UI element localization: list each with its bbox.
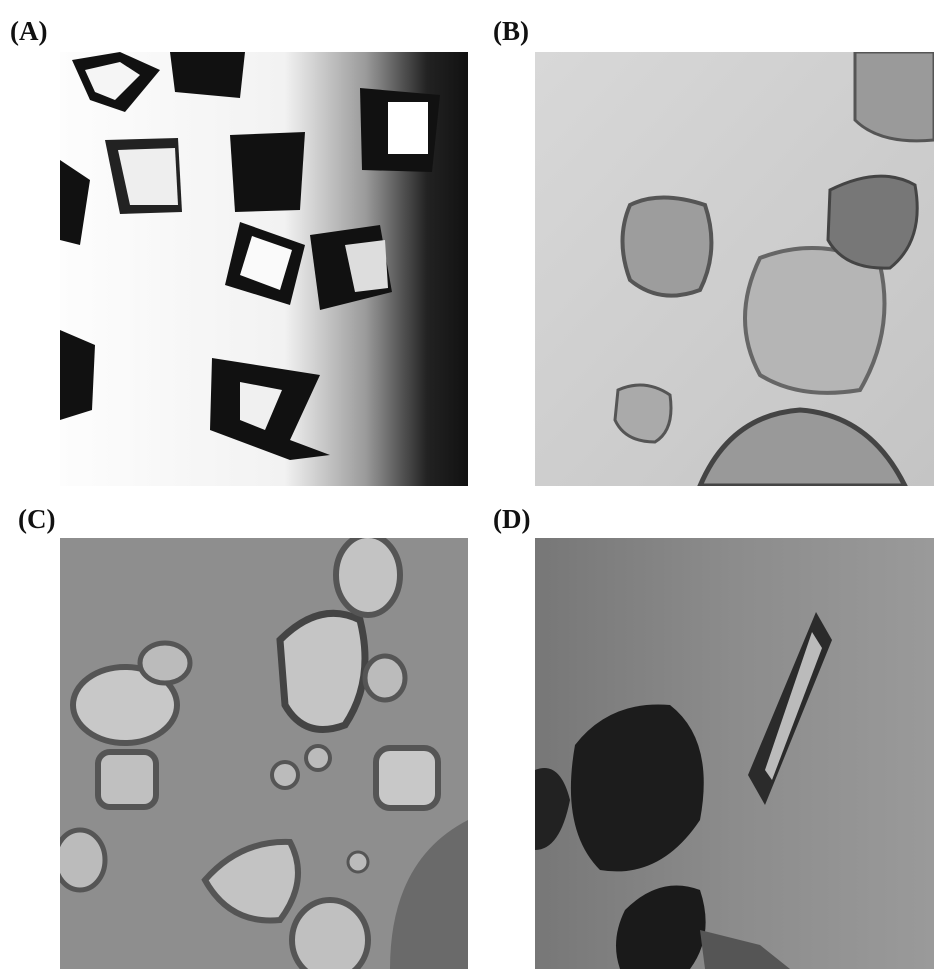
- panel-label: (A): [10, 16, 47, 46]
- page: (A) (B) (C) (D): [0, 0, 934, 969]
- micrograph-a: [60, 52, 468, 486]
- micrograph-c: [55, 535, 468, 969]
- panel-label: (B): [493, 16, 529, 46]
- figure: (A) (B) (C) (D): [0, 0, 934, 969]
- panel-label: (C): [18, 504, 55, 534]
- micrograph-d: [535, 538, 934, 969]
- panel-label: (D): [493, 504, 530, 534]
- micrograph-b: [535, 52, 934, 486]
